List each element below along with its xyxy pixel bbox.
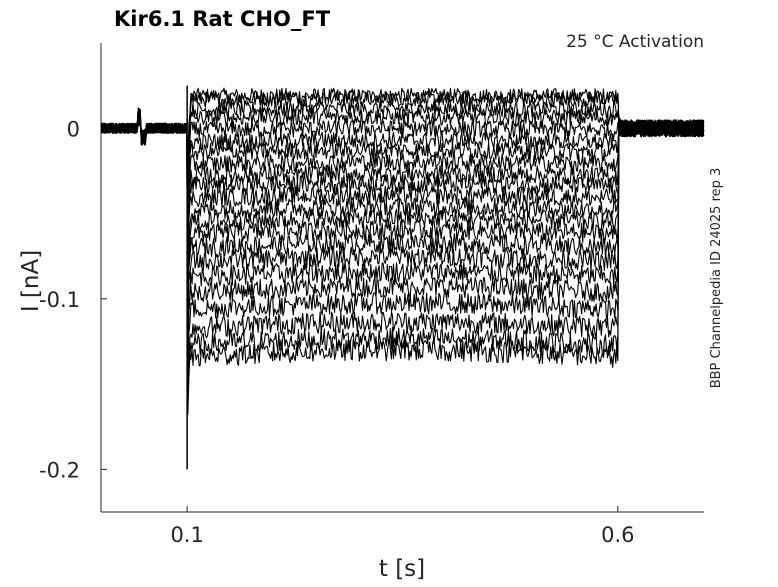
chart-subtitle: 25 °C Activation: [566, 32, 704, 52]
sweep-trace-19: [100, 109, 705, 382]
sweep-trace-7: [100, 108, 704, 242]
y-tick-label: -0.1: [39, 288, 80, 312]
sweep-trace-14: [100, 117, 705, 318]
sweep-trace-5: [100, 117, 705, 212]
sweep-trace-15: [100, 115, 705, 315]
y-axis-label: I [nA]: [18, 250, 44, 312]
sweep-trace-2: [100, 90, 705, 186]
chart-title: Kir6.1 Rat CHO_FT: [114, 7, 331, 31]
axes: [100, 43, 704, 513]
sweep-trace-21: [100, 117, 705, 404]
y-tick-label: -0.2: [39, 458, 80, 482]
x-axis-label: t [s]: [379, 556, 425, 582]
sweep-trace-22: [100, 107, 705, 416]
sweep-trace-4: [100, 107, 705, 208]
x-tick-label: 0.1: [170, 523, 203, 547]
current-traces: [100, 85, 705, 470]
sweep-trace-6: [100, 116, 705, 217]
sweep-trace-10: [100, 109, 705, 276]
y-tick-label: 0: [67, 117, 80, 141]
sweep-trace-17: [100, 116, 705, 351]
source-id-label: BBP Channelpedia ID 24025 rep 3: [709, 168, 724, 389]
sweep-trace-20: [100, 114, 705, 388]
sweep-trace-12: [100, 119, 705, 296]
x-ticks: 0.1 0.6: [170, 506, 635, 547]
sweep-trace-18: [100, 119, 705, 361]
sweep-trace-1: [100, 87, 705, 169]
sweep-trace-8: [100, 119, 705, 239]
x-tick-label: 0.6: [601, 523, 634, 547]
sweep-trace-11: [100, 117, 705, 280]
sweep-trace-3: [100, 100, 705, 190]
y-ticks: 0 -0.1 -0.2: [39, 117, 107, 482]
sweep-trace-16: [100, 112, 705, 338]
